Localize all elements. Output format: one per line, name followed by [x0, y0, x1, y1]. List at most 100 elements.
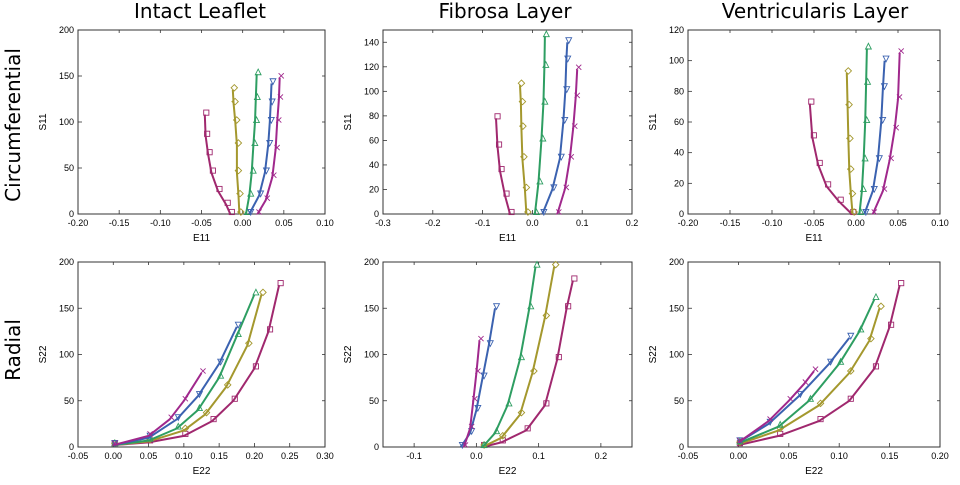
x-tick-label: 0.00	[730, 451, 748, 461]
series-3-line	[113, 294, 256, 447]
series-3-point	[857, 207, 865, 216]
series-4-point	[268, 98, 276, 106]
series-5-point	[571, 123, 578, 130]
series-5-line	[462, 340, 481, 448]
series-2-point	[236, 189, 244, 198]
series-2-point	[816, 399, 825, 408]
series-4-point	[266, 139, 274, 148]
series-4-point	[174, 414, 182, 422]
series-1-point	[210, 416, 217, 423]
series-1-point	[224, 199, 231, 206]
y-tick-label: 150	[669, 303, 684, 313]
series-4-line	[541, 42, 569, 215]
series-4-point	[862, 208, 870, 217]
series-4-point	[796, 391, 805, 399]
series-3-point	[517, 353, 526, 361]
x-tick-label: -0.05	[678, 451, 699, 461]
x-tick-label: 0.05	[140, 451, 158, 461]
series-1-point	[508, 208, 515, 216]
series-2-point	[202, 408, 211, 417]
series-4-point	[561, 116, 569, 125]
plot-frame	[687, 29, 941, 215]
series-1-point	[277, 280, 284, 287]
series-5-point	[168, 414, 175, 421]
series-5-point	[200, 368, 206, 374]
series-5-point	[563, 184, 570, 191]
y-tick-label: 60	[369, 135, 379, 145]
series-1-point	[825, 181, 832, 188]
series-1-point	[816, 159, 823, 166]
series-2-point	[542, 311, 551, 320]
series-1-point	[204, 130, 211, 137]
x-tick-label: -0.1	[406, 451, 422, 461]
series-3-point	[539, 134, 547, 142]
series-1-point	[872, 363, 880, 370]
y-tick-label: 100	[364, 350, 379, 360]
series-3-point	[174, 422, 182, 430]
y-tick-label: 50	[64, 396, 74, 406]
ventricularis-radial-chart: -0.05 0.00 0.05 0.10 0.15 0.20 0 50 100 150 200 E22…	[648, 257, 949, 477]
series-3-line	[858, 48, 868, 215]
series-4-point	[557, 153, 565, 161]
series-3-point	[536, 177, 544, 185]
series-3-line	[533, 36, 546, 215]
series-1-line	[495, 118, 511, 215]
series-5-point	[812, 366, 819, 373]
x-tick-label: -0.15	[720, 218, 741, 228]
series-4-point	[826, 358, 835, 366]
x-tick-label: 0.20	[246, 451, 264, 461]
y-tick-label: 0	[679, 442, 684, 452]
series-2-point	[522, 183, 531, 192]
y-tick-label: 50	[674, 396, 684, 406]
series-5-point	[787, 395, 794, 402]
series-3-point	[872, 292, 880, 301]
fibrosa-circumferential-chart: -0.3 -0.2 -0.1 0.0 0.1 0.2 0 20 40 60 80 100 120 140 E…	[343, 29, 638, 244]
y-tick-label: 200	[59, 25, 74, 35]
series-3-point	[863, 115, 871, 124]
x-tick-label: 0.15	[881, 451, 899, 461]
x-axis-label: E22	[193, 466, 211, 477]
x-tick-label: 0.05	[780, 451, 798, 461]
y-tick-label: 200	[364, 257, 379, 267]
y-tick-label: 120	[364, 62, 379, 72]
series-5-point	[893, 124, 900, 131]
series-2-point	[877, 302, 885, 311]
x-tick-label: -0.05	[68, 451, 89, 461]
series-5-point	[277, 94, 284, 100]
y-tick-label: 40	[674, 148, 684, 158]
series-3-point	[837, 357, 845, 365]
y-tick-label: 20	[369, 184, 379, 194]
series-3-line	[245, 74, 258, 215]
series-2-point	[498, 431, 507, 440]
y-tick-label: 0	[69, 209, 74, 219]
series-2-point	[846, 134, 854, 143]
series-4-line	[248, 83, 273, 215]
plot-frame	[77, 261, 326, 448]
series-4-line	[113, 326, 238, 447]
series-1-point	[571, 275, 578, 282]
series-4-point	[540, 208, 548, 217]
y-tick-label: 0	[69, 442, 74, 452]
series-3-point	[249, 166, 257, 174]
x-tick-label: -0.05	[191, 218, 212, 228]
series-1-line	[482, 280, 574, 448]
y-tick-label: 150	[59, 303, 74, 313]
x-tick-label: -0.2	[425, 218, 441, 228]
series-5-point	[555, 209, 562, 215]
series-2-point	[519, 122, 527, 130]
y-tick-label: 140	[364, 37, 379, 47]
series-1-point	[837, 196, 844, 203]
series-2-point	[845, 100, 853, 109]
series-4-point	[256, 190, 265, 198]
ventricularis-circumferential-chart: -0.20 -0.15 -0.10 -0.05 0.00 0.05 0.10 0 20 40 60 8…	[648, 25, 949, 244]
series-4-point	[486, 340, 494, 348]
series-5-point	[574, 92, 581, 99]
series-3-point	[252, 288, 260, 296]
series-1-line	[203, 114, 232, 215]
y-tick-label: 150	[364, 303, 379, 313]
series-1-point	[252, 363, 259, 370]
series-4-point	[847, 332, 855, 340]
series-5-point	[147, 430, 153, 437]
series-4-point	[880, 83, 889, 91]
series-4-point	[879, 116, 887, 125]
